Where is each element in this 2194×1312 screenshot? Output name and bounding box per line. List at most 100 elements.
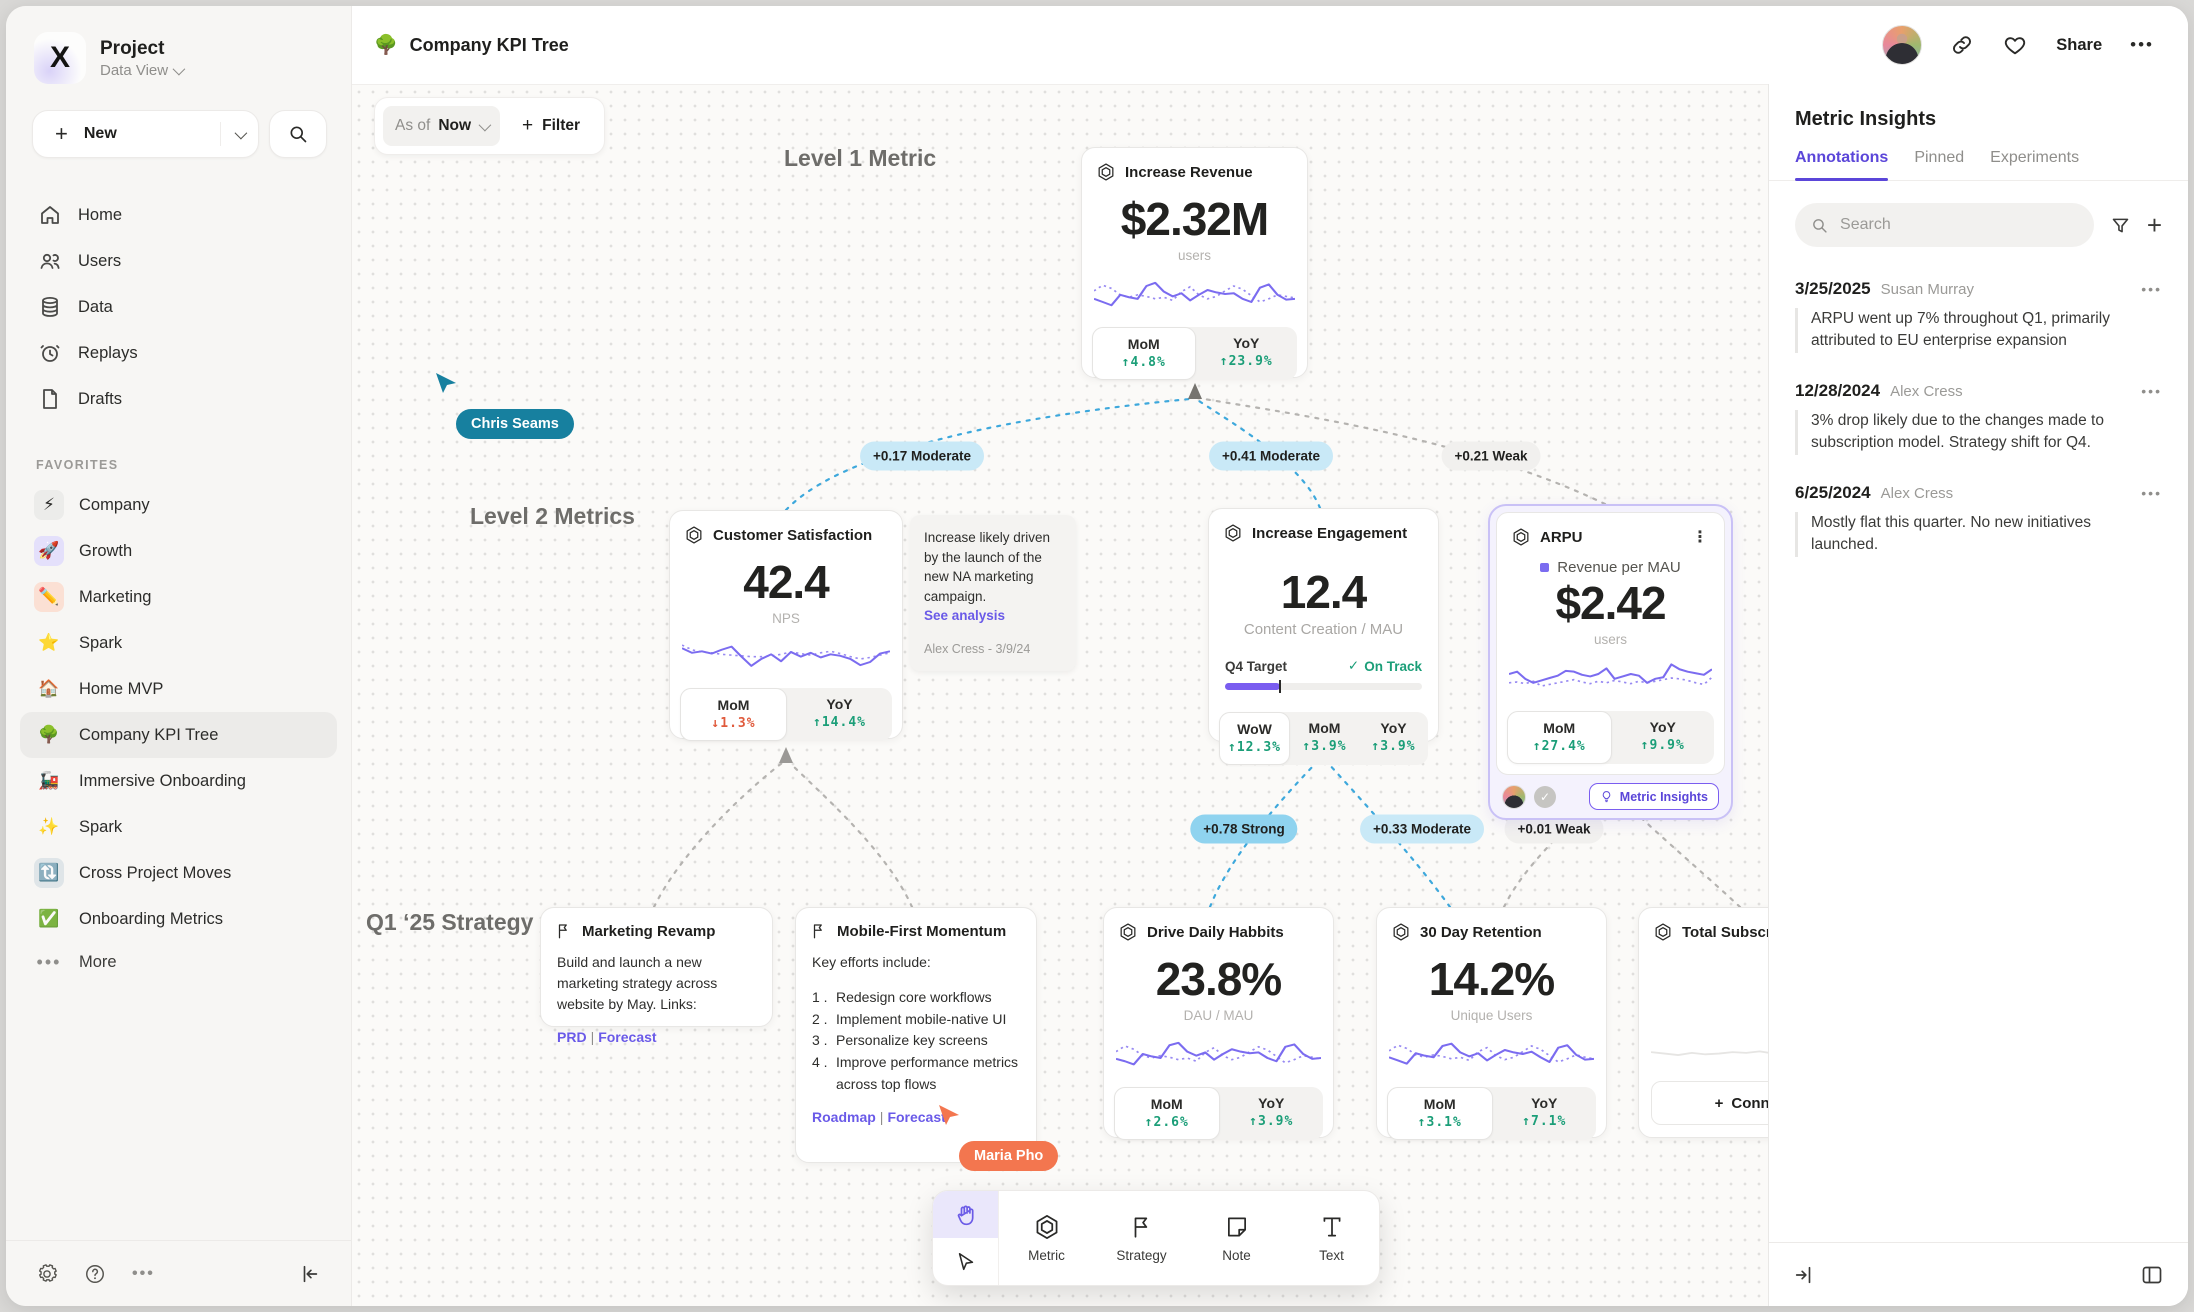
sidebar-favorite-item[interactable]: 🏠 Home MVP bbox=[20, 666, 337, 712]
strategy-link-forecast[interactable]: Forecast bbox=[598, 1029, 657, 1045]
metric-value: 42.4 bbox=[743, 556, 830, 608]
metric-card-30-day-retention[interactable]: 30 Day Retention 14.2% Unique Users MoM ↑… bbox=[1376, 907, 1607, 1140]
stat-cell-yoy[interactable]: YoY ↑3.9% bbox=[1371, 720, 1416, 754]
favorite-emoji-icon: 🔃 bbox=[34, 858, 64, 888]
sidebar-favorite-item[interactable]: 🔃 Cross Project Moves bbox=[20, 850, 337, 896]
text-tool-button[interactable]: Text bbox=[1284, 1191, 1379, 1285]
annotation-item[interactable]: 6/25/2024 Alex Cress ••• Mostly flat this q… bbox=[1795, 483, 2162, 557]
add-annotation-icon[interactable]: + bbox=[2146, 210, 2162, 240]
strategy-label: Q1 ‘25 Strategy bbox=[366, 909, 534, 935]
stat-cell-yoy[interactable]: YoY ↑14.4% bbox=[813, 696, 866, 730]
annotation-menu-icon[interactable]: ••• bbox=[2141, 382, 2162, 399]
new-dropdown-toggle[interactable] bbox=[220, 122, 248, 146]
strategy-link-prd[interactable]: PRD bbox=[557, 1029, 587, 1045]
metric-card-increase-engagement[interactable]: Increase Engagement 12.4 Content Creatio… bbox=[1208, 508, 1439, 765]
cursor-name-label: Chris Seams bbox=[456, 409, 574, 439]
select-tool-button[interactable] bbox=[933, 1238, 998, 1285]
favorite-heart-icon[interactable] bbox=[2002, 33, 2028, 57]
stat-cell-yoy[interactable]: YoY ↑23.9% bbox=[1219, 335, 1273, 369]
user-avatar[interactable] bbox=[1882, 25, 1923, 65]
annotation-item[interactable]: 3/25/2025 Susan Murray ••• ARPU went up 7% … bbox=[1795, 279, 2162, 353]
strategy-card-marketing-revamp[interactable]: Marketing Revamp Build and launch a new … bbox=[540, 907, 773, 1045]
metric-card-total-subscriptions[interactable]: Total Subscript +Connect bbox=[1638, 907, 1768, 1138]
sidebar-item-drafts[interactable]: Drafts bbox=[20, 376, 337, 422]
strategy-link-forecast[interactable]: Forecast bbox=[887, 1109, 946, 1126]
share-button[interactable]: Share bbox=[2056, 35, 2103, 54]
edge-label[interactable]: +0.17 Moderate bbox=[860, 441, 984, 471]
edge-label[interactable]: +0.21 Weak bbox=[1441, 441, 1541, 471]
stat-cell-mom[interactable]: MoM ↑3.9% bbox=[1302, 720, 1347, 754]
chevron-down-icon bbox=[478, 118, 492, 131]
sidebar-favorite-item[interactable]: 🌳 Company KPI Tree bbox=[20, 712, 337, 758]
filter-funnel-icon[interactable] bbox=[2110, 215, 2131, 236]
edge-label[interactable]: +0.33 Moderate bbox=[1360, 814, 1484, 844]
annotation-menu-icon[interactable]: ••• bbox=[2141, 484, 2162, 501]
edge-label[interactable]: +0.41 Moderate bbox=[1209, 441, 1333, 471]
collapse-sidebar-icon[interactable] bbox=[299, 1263, 321, 1285]
stat-cell-yoy[interactable]: YoY ↑7.1% bbox=[1522, 1095, 1567, 1129]
hand-tool-button[interactable] bbox=[933, 1191, 998, 1238]
sidebar-item-home[interactable]: Home bbox=[20, 192, 337, 238]
note-tool-button[interactable]: Note bbox=[1189, 1191, 1284, 1285]
filter-button[interactable]: + Filter bbox=[522, 115, 581, 136]
collapse-panel-icon[interactable] bbox=[1793, 1264, 1815, 1286]
stat-cell-yoy[interactable]: YoY ↑3.9% bbox=[1249, 1095, 1294, 1129]
stat-cell-wow[interactable]: WoW ↑12.3% bbox=[1219, 712, 1290, 765]
sidebar-favorite-item[interactable]: ⭐ Spark bbox=[20, 620, 337, 666]
layout-columns-icon[interactable] bbox=[2140, 1263, 2164, 1287]
copy-link-icon[interactable] bbox=[1950, 33, 1974, 57]
sidebar-item-data[interactable]: Data bbox=[20, 284, 337, 330]
search-input[interactable] bbox=[1838, 215, 2078, 235]
stat-cell-yoy[interactable]: YoY ↑9.9% bbox=[1640, 719, 1685, 753]
sidebar-favorite-item[interactable]: ✨ Spark bbox=[20, 804, 337, 850]
as-of-dropdown[interactable]: As of Now bbox=[383, 106, 501, 146]
tab-experiments[interactable]: Experiments bbox=[1990, 149, 2080, 166]
project-view-switcher[interactable]: Data View bbox=[100, 62, 186, 79]
favorite-emoji-icon: ✅ bbox=[38, 909, 60, 928]
card-menu-icon[interactable]: ⋮ bbox=[1692, 529, 1708, 546]
metric-card-arpu-selected[interactable]: ARPU ⋮ Revenue per MAU $2.42 users MoM ↑27… bbox=[1488, 504, 1733, 820]
stat-cell-mom[interactable]: MoM ↑27.4% bbox=[1507, 711, 1612, 764]
settings-gear-icon[interactable] bbox=[36, 1263, 58, 1285]
tab-annotations[interactable]: Annotations bbox=[1795, 149, 1889, 181]
edge-label[interactable]: +0.78 Strong bbox=[1190, 814, 1298, 844]
help-icon[interactable] bbox=[84, 1263, 106, 1285]
strategy-link-roadmap[interactable]: Roadmap bbox=[812, 1109, 876, 1126]
strategy-card-mobile-first-momentum[interactable]: Mobile-First Momentum Key efforts includ… bbox=[795, 907, 1037, 1163]
overflow-menu-icon[interactable]: ••• bbox=[2130, 35, 2154, 54]
annotation-item[interactable]: 12/28/2024 Alex Cress ••• 3% drop likely du… bbox=[1795, 381, 2162, 455]
annotation-menu-icon[interactable]: ••• bbox=[2141, 281, 2162, 297]
annotation-text: 3% drop likely due to the changes made t… bbox=[1795, 409, 2162, 455]
project-header[interactable]: X Project Data View bbox=[6, 32, 351, 84]
sidebar-favorite-item[interactable]: 🚀 Growth bbox=[20, 528, 337, 574]
sidebar-item-replays[interactable]: Replays bbox=[20, 330, 337, 376]
sidebar-item-more[interactable]: ••• More bbox=[6, 942, 351, 983]
stat-cell-mom[interactable]: MoM ↑4.8% bbox=[1092, 327, 1196, 380]
kpi-tree-canvas[interactable]: +0.17 Moderate +0.41 Moderate +0.21 Weak… bbox=[352, 84, 1768, 1306]
metric-card-increase-revenue[interactable]: Increase Revenue $2.32M users MoM ↑4.8% Yo… bbox=[1081, 147, 1308, 380]
metric-card-customer-satisfaction[interactable]: Customer Satisfaction 42.4 NPS MoM ↓1.3% Y… bbox=[669, 510, 903, 741]
metric-insights-badge[interactable]: Metric Insights bbox=[1588, 783, 1719, 810]
sidebar-favorite-item[interactable]: 🚂 Immersive Onboarding bbox=[20, 758, 337, 804]
strategy-tool-button[interactable]: Strategy bbox=[1094, 1191, 1189, 1285]
sidebar-favorite-item[interactable]: ⚡ Company bbox=[20, 482, 337, 528]
see-analysis-link[interactable]: See analysis bbox=[924, 608, 1006, 624]
list-item: Implement mobile-native UI bbox=[812, 1009, 1007, 1030]
canvas-note[interactable]: Increase likely driven by the launch of … bbox=[910, 515, 1076, 671]
stat-cell-mom[interactable]: MoM ↑3.1% bbox=[1387, 1087, 1493, 1140]
search-button[interactable] bbox=[269, 110, 327, 158]
strategy-body: Build and launch a new marketing strateg… bbox=[557, 954, 718, 1012]
more-options-icon[interactable]: ••• bbox=[132, 1264, 155, 1282]
connect-data-button[interactable]: +Connect bbox=[1651, 1081, 1768, 1125]
stat-cell-mom[interactable]: MoM ↑2.6% bbox=[1114, 1087, 1220, 1140]
sidebar-favorite-item[interactable]: ✏️ Marketing bbox=[20, 574, 337, 620]
stat-cell-mom[interactable]: MoM ↓1.3% bbox=[680, 688, 787, 741]
sidebar-favorite-item[interactable]: ✅ Onboarding Metrics bbox=[20, 896, 337, 942]
metric-tool-button[interactable]: Metric bbox=[999, 1191, 1094, 1285]
tab-pinned[interactable]: Pinned bbox=[1914, 149, 1965, 166]
annotation-search[interactable] bbox=[1795, 203, 2094, 247]
metric-card-drive-daily-habbits[interactable]: Drive Daily Habbits 23.8% DAU / MAU MoM ↑… bbox=[1103, 907, 1334, 1140]
new-button[interactable]: + New bbox=[32, 110, 259, 158]
sidebar-item-users[interactable]: Users bbox=[20, 238, 337, 284]
series-legend: Revenue per MAU bbox=[1497, 559, 1724, 576]
